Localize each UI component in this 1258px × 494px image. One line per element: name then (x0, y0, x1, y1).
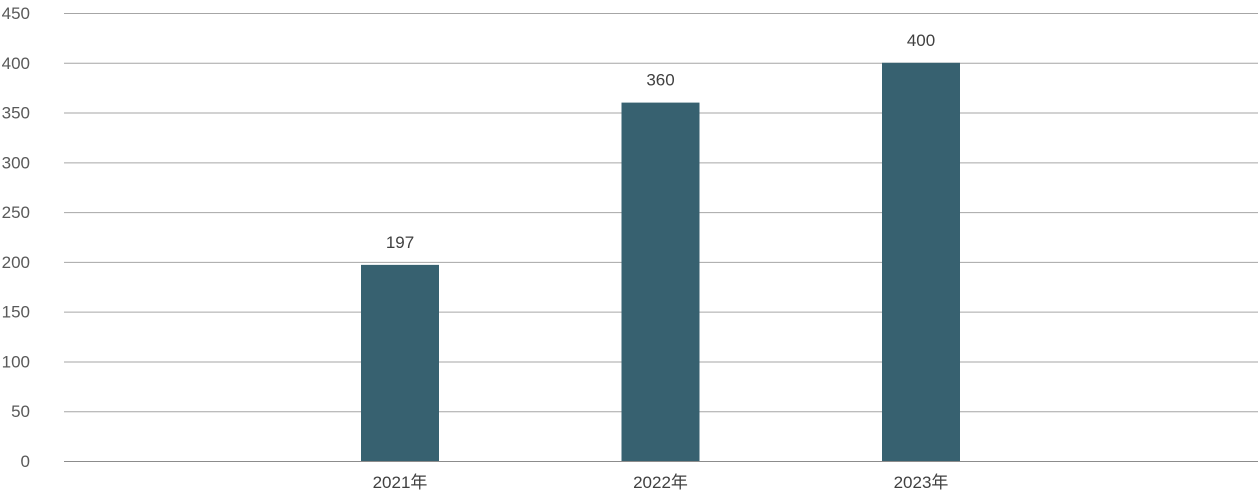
y-tick-label: 350 (2, 104, 30, 123)
y-tick-label: 450 (2, 4, 30, 23)
data-label: 400 (907, 31, 935, 50)
y-tick-label: 150 (2, 303, 30, 322)
x-axis-ticks: 2021年 2022年 2023年 (373, 473, 949, 492)
y-tick-label: 200 (2, 253, 30, 272)
x-tick-label: 2022年 (633, 473, 688, 492)
y-tick-label: 250 (2, 203, 30, 222)
x-tick-label: 2023年 (894, 473, 949, 492)
y-tick-label: 50 (11, 402, 30, 421)
y-tick-label: 100 (2, 352, 30, 371)
bar (621, 102, 700, 461)
data-labels: 197 360 400 (386, 31, 935, 252)
y-tick-label: 0 (21, 452, 30, 471)
bars (361, 62, 960, 462)
x-tick-label: 2021年 (373, 473, 428, 492)
bar (882, 62, 960, 462)
bar (361, 264, 439, 461)
y-tick-label: 400 (2, 54, 30, 73)
y-axis-ticks: 0 50 100 150 200 250 300 350 400 450 (2, 4, 30, 471)
data-label: 197 (386, 233, 414, 252)
data-label: 360 (646, 71, 674, 90)
y-tick-label: 300 (2, 153, 30, 172)
